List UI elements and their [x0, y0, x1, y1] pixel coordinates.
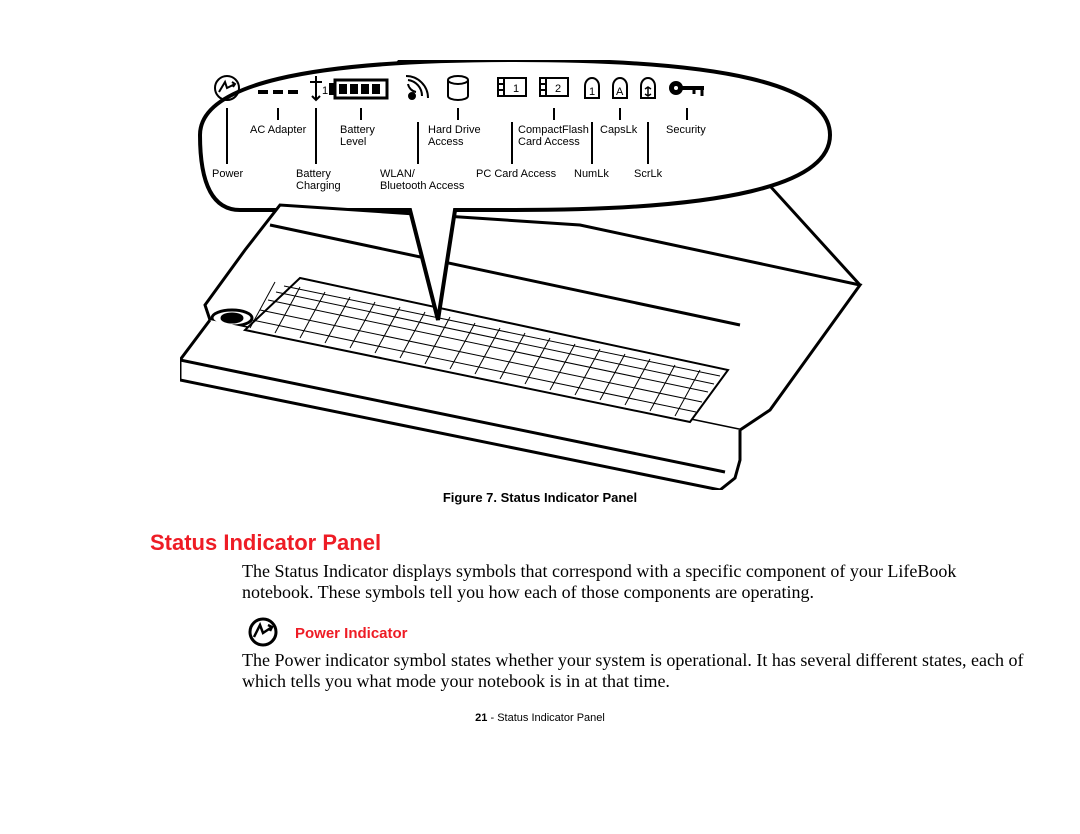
svg-text:1: 1	[589, 86, 595, 98]
page-heading: Status Indicator Panel	[150, 530, 381, 556]
power-indicator-icon	[248, 617, 278, 647]
svg-text:CapsLk: CapsLk	[600, 124, 638, 136]
svg-text:ScrLk: ScrLk	[634, 168, 663, 180]
label-ac-adapter: AC Adapter	[250, 124, 307, 136]
page-number: 21	[475, 712, 487, 724]
svg-text:PC Card Access: PC Card Access	[476, 168, 557, 180]
intro-paragraph: The Status Indicator displays symbols th…	[242, 561, 987, 602]
svg-text:Power: Power	[212, 168, 244, 180]
figure-caption: Figure 7. Status Indicator Panel	[0, 490, 1080, 505]
svg-text:1: 1	[513, 83, 519, 95]
svg-text:1: 1	[322, 85, 328, 97]
body-paragraph: The Power indicator symbol states whethe…	[242, 650, 1032, 691]
page: 1	[0, 0, 1080, 834]
svg-text:A: A	[616, 86, 624, 98]
laptop-illustration	[180, 205, 860, 490]
svg-text:Security: Security	[666, 124, 706, 136]
svg-text:2: 2	[555, 83, 561, 95]
svg-text:NumLk: NumLk	[574, 168, 609, 180]
page-footer: 21 - Status Indicator Panel	[0, 712, 1080, 724]
subheading: Power Indicator	[295, 625, 408, 642]
figure: 1	[180, 60, 900, 490]
svg-text:CompactFlashCard Access: CompactFlashCard Access	[518, 124, 589, 148]
